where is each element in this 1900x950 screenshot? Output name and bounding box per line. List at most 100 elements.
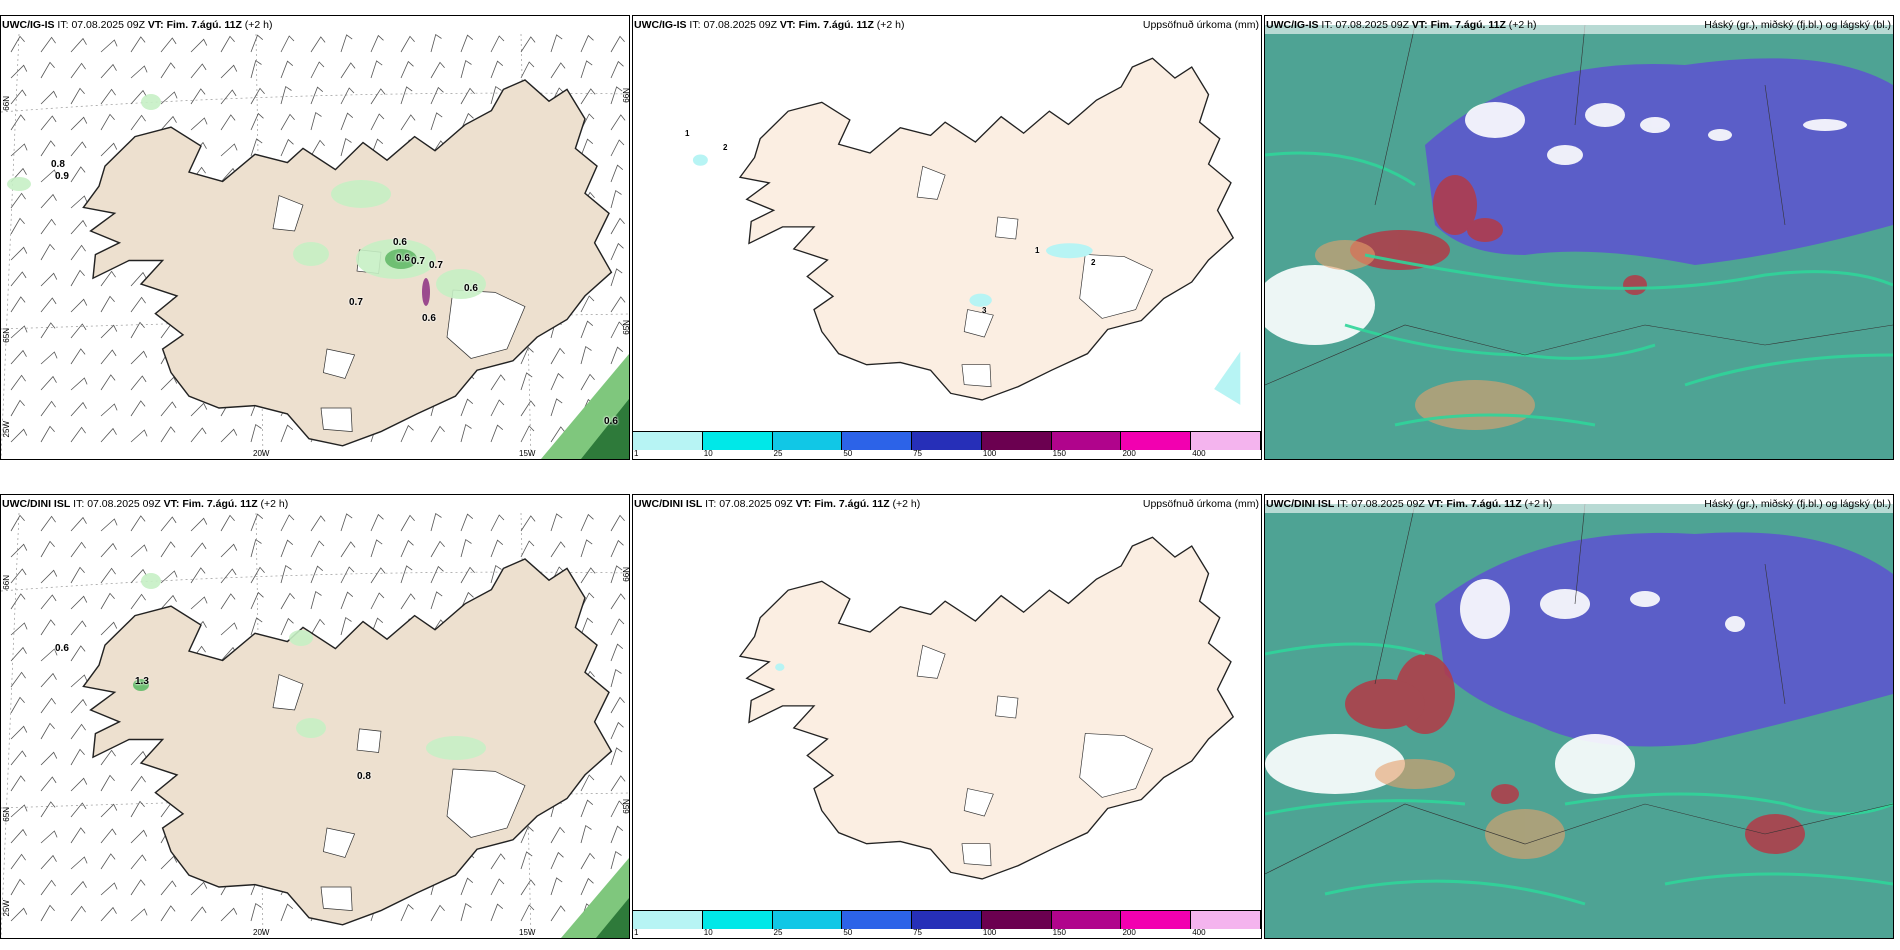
wind-barb [610, 747, 623, 766]
wind-barb [70, 195, 88, 209]
wind-barb [400, 35, 415, 53]
wind-barb [40, 169, 58, 183]
wind-barb [130, 321, 145, 339]
panel-title: UWC/IG-IS IT: 07.08.2025 09Z VT: Fim. 7.… [1, 16, 629, 34]
wind-barb [100, 828, 117, 844]
wind-barb [370, 88, 386, 105]
wind-barb [100, 39, 118, 53]
lon-tick: 25W [2, 900, 11, 917]
wind-barb [10, 671, 26, 688]
wind-barb [580, 824, 592, 844]
wind-barb [160, 115, 177, 131]
wind-barb [40, 648, 58, 662]
wind-barb [70, 566, 85, 584]
colorbar-cell [912, 432, 982, 450]
wind-barb [70, 37, 87, 53]
model-name: UWC/IG-IS [1266, 19, 1319, 31]
wind-barb [100, 349, 117, 365]
wind-barb [10, 775, 26, 792]
model-name: UWC/DINI ISL [634, 498, 703, 510]
wind-barb [70, 244, 86, 261]
wind-barb [580, 799, 594, 818]
wind-barb [610, 321, 625, 339]
wind-barb [520, 904, 535, 922]
wind-barb [40, 140, 56, 157]
wind-barb [550, 62, 566, 79]
wind-barb [580, 539, 593, 558]
wind-barb [550, 34, 563, 53]
it-value: 07.08.2025 09Z [87, 498, 161, 510]
wind-barb [610, 189, 622, 209]
wind-barb [130, 36, 146, 53]
wind-barb [610, 139, 625, 157]
wind-barb [190, 117, 208, 131]
wind-barb [610, 593, 626, 610]
wind-barb [490, 878, 505, 896]
wind-barb [40, 515, 56, 532]
wind-barb [220, 593, 236, 610]
lat-tick: 66N [622, 567, 630, 582]
it-value: 07.08.2025 09Z [703, 19, 777, 31]
wind-barb [70, 748, 85, 766]
wind-barb [130, 296, 146, 313]
wind-barb [70, 269, 85, 287]
colorbar-cell [842, 911, 913, 929]
wind-barb [520, 425, 535, 443]
precip-value: 0.8 [357, 771, 371, 782]
wind-barb [340, 62, 356, 79]
wind-barb [460, 513, 474, 532]
precip-value: 0.7 [411, 256, 425, 267]
wind-barb [460, 902, 472, 922]
wind-barb [280, 903, 294, 922]
wind-barb [40, 193, 57, 209]
colorbar-label: 100 [982, 449, 997, 458]
wind-barb [10, 878, 25, 896]
wind-barb [520, 61, 535, 79]
wind-barb [550, 826, 565, 844]
wind-barb [610, 825, 624, 844]
wind-barb [70, 219, 87, 235]
wind-barb [40, 297, 57, 313]
wind-barb [580, 567, 596, 584]
colorbar-cell [1121, 911, 1192, 929]
colorbar-cell [702, 432, 773, 450]
wind-barb [70, 541, 86, 558]
wind-barb [340, 591, 354, 610]
precip-value: 2 [723, 143, 728, 152]
wind-barb [10, 271, 27, 287]
wind-barb [580, 617, 594, 636]
wind-barb [190, 63, 207, 79]
precip-value: 1.3 [135, 676, 149, 687]
wind-barb [160, 905, 176, 922]
wind-barb [490, 85, 502, 105]
wind-barb [580, 88, 596, 105]
wind-barb [10, 114, 26, 131]
wind-barb [610, 618, 625, 636]
wind-barb [580, 877, 594, 896]
lead-time: (+2 h) [876, 19, 905, 31]
wind-map [1, 513, 629, 938]
wind-barb [10, 622, 28, 636]
wind-barb [40, 243, 55, 261]
wind-barb [160, 376, 178, 391]
wind-barb [100, 853, 116, 870]
it-value: 07.08.2025 09Z [719, 498, 793, 510]
wind-barb [130, 854, 147, 870]
wind-barb [40, 751, 58, 766]
wind-barb [250, 566, 265, 584]
wind-barb [520, 851, 533, 870]
wind-barb [460, 398, 474, 417]
panel-title: UWC/DINI ISL IT: 07.08.2025 09Z VT: Fim.… [1265, 495, 1893, 513]
wind-barb [610, 217, 625, 235]
panel-field-title: Háský (gr.), miðský (fj.bl.) og lágský (… [1704, 498, 1891, 510]
wind-barb [250, 112, 264, 131]
wind-barb [520, 346, 534, 365]
wind-barb [580, 295, 595, 313]
wind-barb [10, 804, 28, 818]
wind-barb [70, 348, 86, 365]
wind-barb [370, 513, 384, 532]
it-label: IT: [57, 19, 69, 31]
wind-barb [460, 566, 475, 584]
colorbar-label: 50 [843, 928, 853, 937]
colorbar-cell [702, 911, 773, 929]
